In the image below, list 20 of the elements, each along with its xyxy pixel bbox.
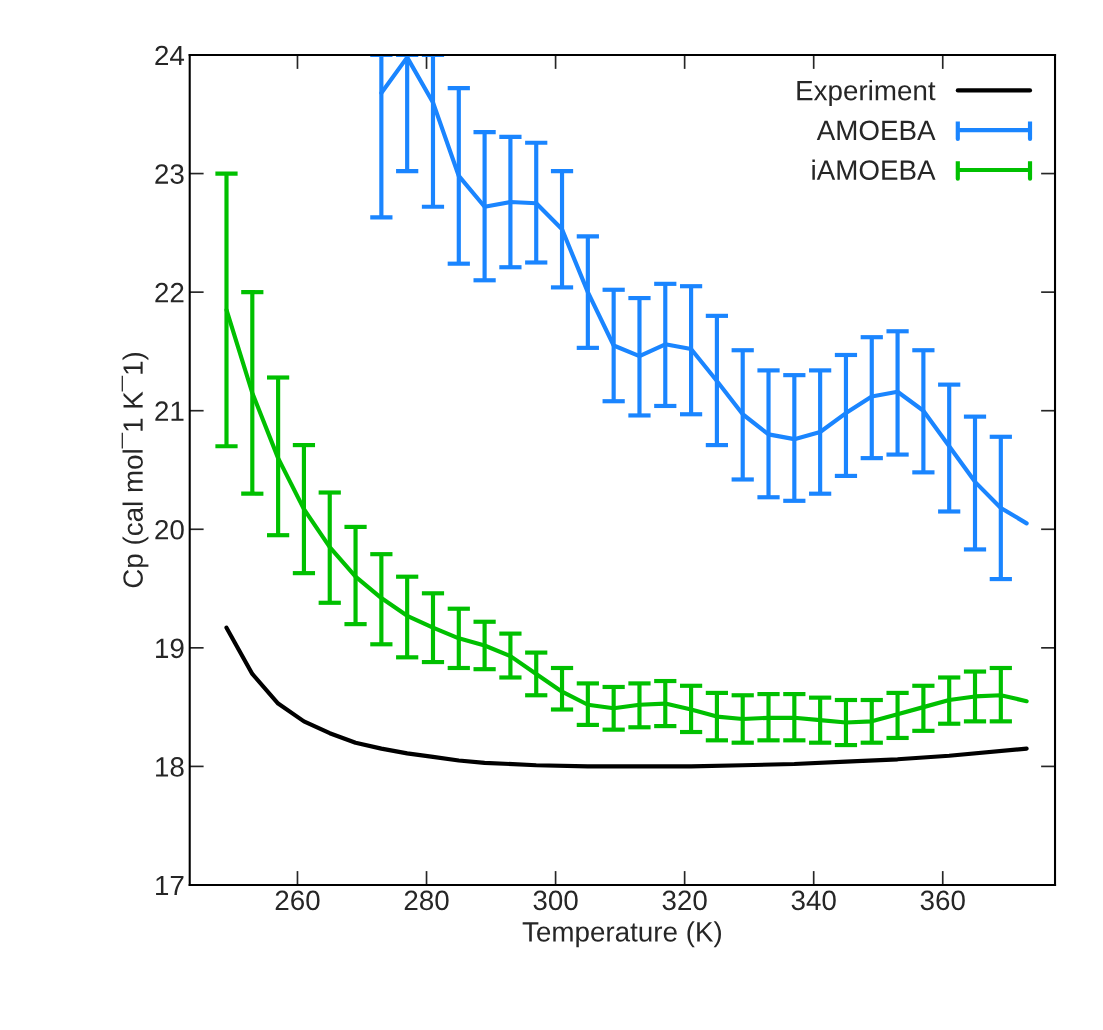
legend-label: AMOEBA xyxy=(816,120,936,141)
legend-label: Experiment xyxy=(797,80,936,106)
y-tick-label: 24 xyxy=(155,45,185,66)
y-axis-title: Cp (cal mol¯1 K¯1) xyxy=(121,352,149,588)
y-tick-label: 19 xyxy=(156,638,184,659)
legend-label: iAMOEBA xyxy=(812,159,936,180)
y-tick-label: 21 xyxy=(155,401,184,421)
x-tick-label: 340 xyxy=(791,890,836,911)
x-tick-label: 320 xyxy=(662,890,707,911)
line-series xyxy=(224,625,1029,769)
y-tick-label: 20 xyxy=(155,519,184,540)
y-tick-label: 18 xyxy=(156,757,184,777)
x-axis-title: Temperature (K) xyxy=(522,921,721,948)
x-tick-label: 260 xyxy=(275,890,320,911)
y-tick-label: 23 xyxy=(155,164,184,184)
x-tick-label: 300 xyxy=(533,890,578,911)
x-tick-label: 360 xyxy=(920,890,965,911)
x-tick-label: 280 xyxy=(404,890,449,911)
y-tick-label: 17 xyxy=(156,875,184,896)
y-tick-label: 22 xyxy=(155,282,184,303)
